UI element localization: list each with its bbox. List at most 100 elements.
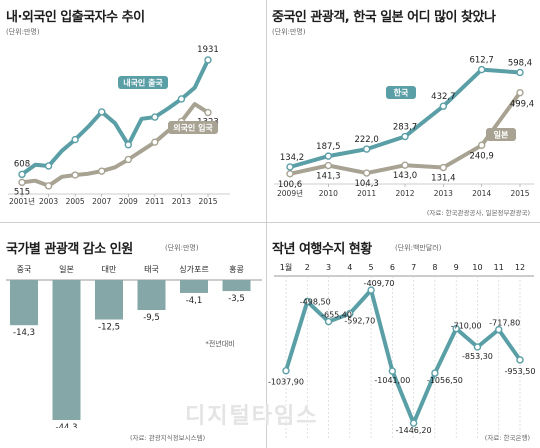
chart1-legend-outbound-bg [118,76,168,89]
chart2-chinese-tourists-line-chart: 2009년 2010 2011 2012 2013 2014 2015 134,2 187,5 2… [274,56,534,198]
chart1-title: 내·외국인 입출국자수 추이 [6,10,145,25]
chart1-x-tick-label: 2003 [39,197,58,206]
chart1-series-line-0 [20,59,210,176]
chart1-point [18,178,26,187]
chart2-x-tick-label: 2015 [510,189,529,198]
chart3-bar [95,280,123,320]
chart4-data-label: -1037,90 [268,378,304,387]
chart3-category-label: 중국 [17,265,32,274]
chart1-point [98,108,106,116]
chart4-month-label: 5 [369,263,374,272]
chart2-x-tick-label: 2013 [434,189,453,198]
chart1-x-tick-label: 2013 [172,197,191,206]
chart2-source: (자료: 한국관광공사, 일본정부관광국) [426,209,530,217]
chart1-point [71,171,79,179]
chart2-point [286,163,294,171]
chart4-month-label: 11 [494,263,504,272]
chart4-series-line [284,288,522,426]
chart1-point [18,170,26,179]
chart4-data-label: -655,40 [321,311,352,320]
chart1-series-line-1 [21,102,210,188]
chart4-month-label: 6 [390,263,395,272]
chart2-point [401,161,409,169]
chart3-value-label: -3,5 [228,294,245,304]
chart4-data-label: -717,80 [489,319,520,328]
chart4-data-label: -1446,20 [396,426,432,435]
chart2-data-label-japan: 499,4 [510,100,534,110]
chart3-bar [10,280,38,326]
chart1-point [151,138,159,146]
chart2-data-label-korea: 222,0 [354,135,378,145]
chart4-point [303,297,311,306]
chart1-data-label: 1931 [197,45,219,55]
vertical-divider [266,0,267,448]
chart4-point [473,343,482,351]
chart3-value-label: -14,3 [13,328,35,338]
chart4-source: (자료: 한국은행) [484,434,530,442]
chart4-unit: (단위:백만달러) [395,244,442,252]
chart1-point [151,113,159,121]
chart2-point [401,132,409,141]
chart1-point [204,56,212,64]
chart2-data-label-japan: 104,3 [354,179,378,189]
chart1-point [71,135,79,144]
chart2-point [324,161,333,170]
chart1-point [124,141,132,149]
chart3-category-label: 홍콩 [229,264,244,274]
chart2-data-label-korea: 432,7 [431,92,455,102]
chart4-month-label: 3 [326,263,331,272]
chart4-month-label: 4 [347,263,352,272]
chart2-point [286,170,294,178]
chart2-data-label-japan: 131,4 [431,174,455,184]
chart4-month-label: 12 [515,263,525,272]
chart2-point [362,169,371,177]
chart4-month-label: 10 [472,263,482,272]
chart4-point [388,367,397,375]
chart2-x-tick-label: 2012 [395,189,414,198]
chart3-note: *전년대비 [205,339,234,348]
chart2-data-label-korea: 612,7 [469,56,493,66]
chart4-point [324,317,333,326]
chart2-data-label-japan: 240,9 [469,151,493,161]
chart4-data-label: -1041,00 [374,376,410,385]
chart3-category-label: 싱가포르 [179,264,208,274]
chart4-month-label: 7 [411,263,416,272]
chart1-legend-inbound: 외국인 입국 [173,123,213,133]
chart2-point [477,65,486,74]
chart2-point [516,88,524,97]
chart3-category-label: 태국 [144,265,159,274]
chart2-x-tick-label: 2010 [319,189,338,198]
chart1-x-tick-label: 2015 [198,197,217,206]
chart4-month-label: 2 [305,263,310,272]
chart3-title: 국가별 관광객 감소 인원 [6,242,133,257]
chart1-inbound-outbound-line-chart: 2001년20032005200720092011201320155151323… [8,45,230,206]
chart3-tourist-decrease-bar-chart: 중국 -14,3 일본 -44,3 대만 -12,5 태국 -9,5 싱가포르 -4,1 홍콩 -3,… [6,264,262,428]
horizontal-divider [0,222,540,223]
chart3-bar [180,280,208,293]
chart3-value-label: -9,5 [143,313,160,323]
chart4-data-label: -1056,50 [427,376,463,385]
chart3-source: (자료: 관광지식정보시스템) [130,434,206,442]
chart4-title: 작년 여행수지 현황 [272,242,372,257]
chart4-month-label: 9 [454,263,459,272]
chart1-x-tick-label: 2007 [92,197,111,206]
chart4-point [409,419,418,427]
chart2-legend-japan: 일본 [494,130,509,140]
chart2-data-label-japan: 141,3 [316,172,340,182]
chart2-point [439,102,448,110]
chart1-data-label: 515 [14,187,30,197]
chart2-data-label-korea: 187,5 [316,142,340,152]
chart4-point [367,286,375,294]
chart3-value-label: -4,1 [186,296,203,306]
chart2-data-label-korea: 134,2 [280,153,304,163]
chart4-point [431,369,439,377]
chart1-x-tick-label: 2001년 [9,196,35,206]
chart4-point [346,309,354,318]
chart4-travel-balance-line-chart: 1월 2 3 4 5 6 7 8 9 10 11 12 -1037,90 -498,50 -655,40-5… [268,262,535,438]
chart3-bar [137,280,166,311]
chart3-bar [222,280,251,292]
chart1-point [98,167,106,175]
chart4-month-label: 8 [432,263,437,272]
chart4-data-label: -498,50 [300,297,331,306]
chart3-unit: (단위:만명) [165,244,199,252]
